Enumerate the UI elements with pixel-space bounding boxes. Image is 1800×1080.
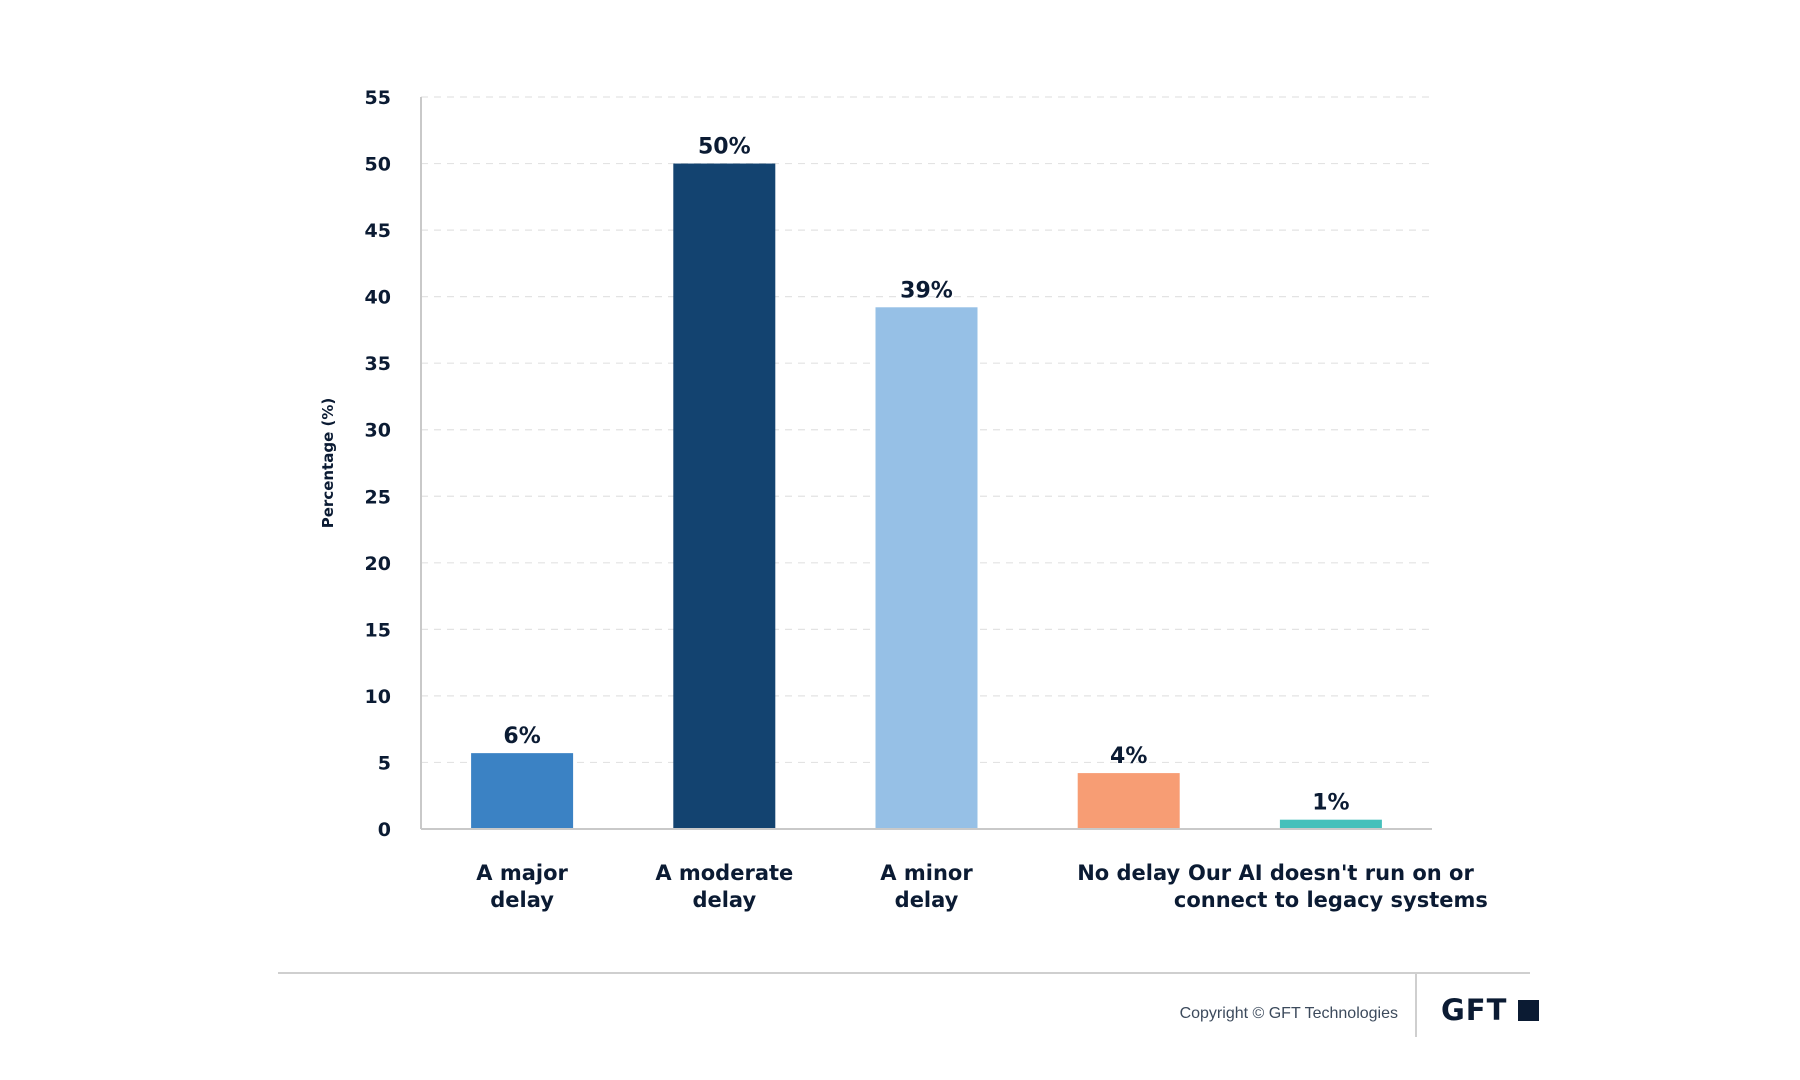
y-tick-label: 35 [365, 353, 391, 375]
copyright-text: Copyright © GFT Technologies [1179, 1005, 1398, 1022]
bar [471, 753, 574, 829]
category-label: delay [692, 888, 756, 912]
category-label: Our AI doesn't run on or [1188, 861, 1474, 885]
y-axis-ticks: 0 5 10 15 20 25 30 35 40 45 50 55 [365, 87, 391, 841]
gft-logo: GFT [1441, 993, 1540, 1027]
brand-square-icon [1518, 999, 1540, 1021]
bar [673, 163, 776, 829]
bar [1279, 819, 1382, 829]
category-label: delay [895, 888, 959, 912]
footer-separator [1415, 972, 1417, 1037]
bars [471, 163, 1382, 829]
data-label: 50% [698, 135, 751, 160]
data-labels: 6% 50% 39% 4% 1% [503, 135, 1349, 816]
data-label: 1% [1312, 791, 1349, 816]
category-label: A minor [880, 861, 973, 885]
y-tick-label: 10 [365, 686, 391, 708]
y-tick-label: 30 [365, 420, 391, 442]
bar-chart: 0 5 10 15 20 25 30 35 40 45 50 55 6% 50% 39% 4% 1% A ma… [319, 87, 1488, 912]
brand-name: GFT [1441, 993, 1508, 1027]
y-tick-label: 5 [378, 752, 391, 774]
bar [1077, 773, 1180, 829]
data-label: 39% [900, 278, 953, 303]
data-label: 6% [503, 724, 540, 749]
y-tick-label: 15 [365, 619, 391, 641]
category-label: No delay [1077, 861, 1180, 885]
data-label: 4% [1110, 744, 1147, 769]
category-label: A moderate [655, 861, 793, 885]
category-label: A major [476, 861, 568, 885]
y-tick-label: 20 [365, 553, 391, 575]
bar [875, 307, 978, 829]
category-labels: A major delay A moderate delay A minor delay N… [476, 861, 1488, 912]
y-tick-label: 50 [365, 154, 391, 176]
y-tick-label: 0 [378, 819, 391, 841]
category-label: delay [490, 888, 554, 912]
y-tick-label: 25 [365, 486, 391, 508]
footer-divider [278, 972, 1530, 974]
y-tick-label: 45 [365, 220, 391, 242]
category-label: connect to legacy systems [1174, 888, 1488, 912]
y-tick-label: 40 [365, 287, 391, 309]
y-axis-title: Percentage (%) [319, 398, 337, 528]
y-tick-label: 55 [365, 87, 391, 109]
